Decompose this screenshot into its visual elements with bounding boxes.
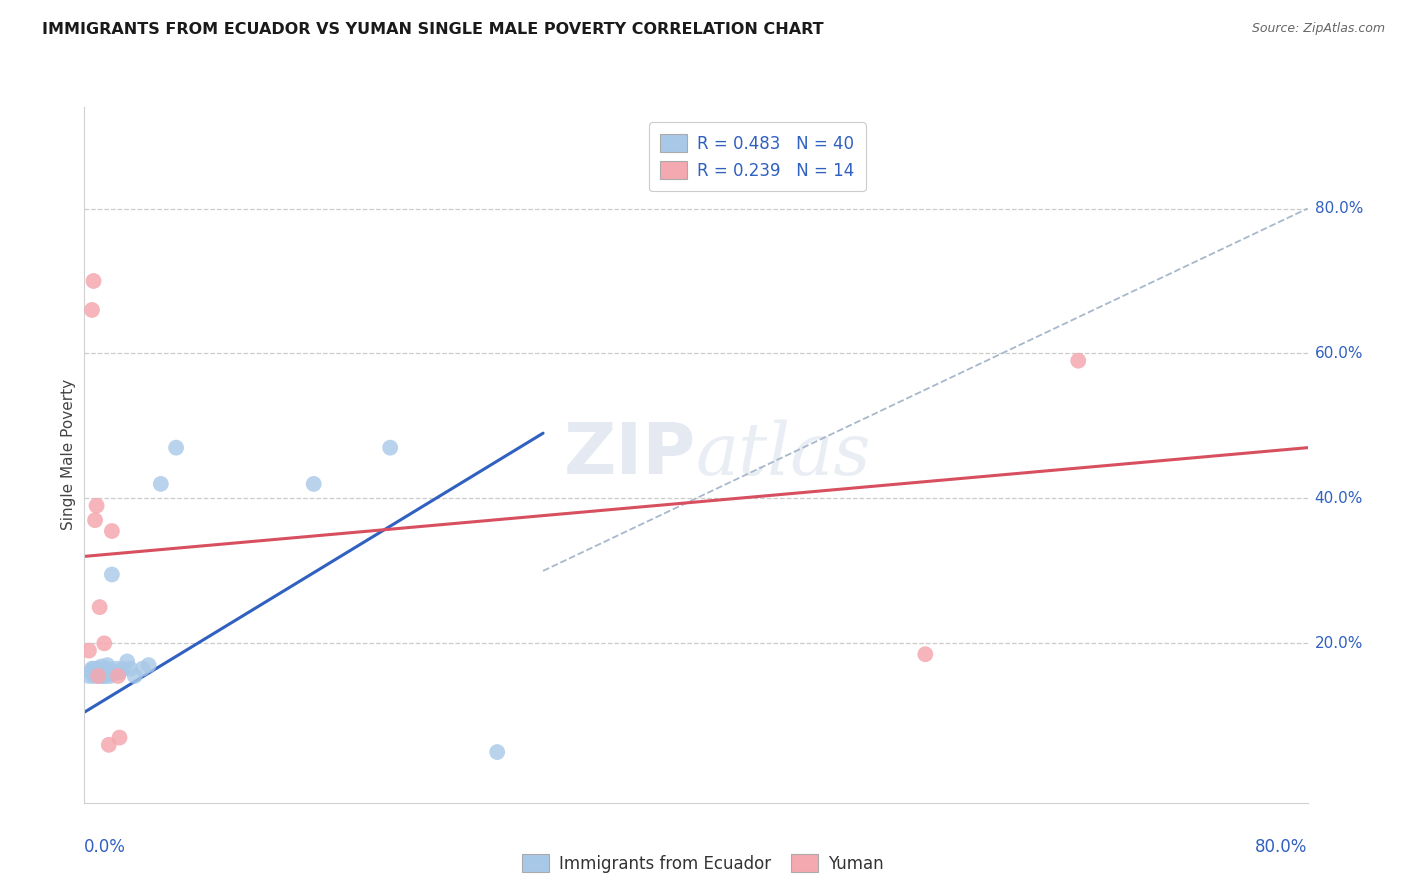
Point xyxy=(77,643,100,657)
Point xyxy=(84,665,107,680)
Point xyxy=(96,662,118,676)
Point xyxy=(120,662,142,676)
Point xyxy=(149,476,172,491)
Text: 60.0%: 60.0% xyxy=(1315,346,1362,361)
Point xyxy=(89,600,111,615)
Point xyxy=(80,662,103,676)
Point xyxy=(93,669,115,683)
Point xyxy=(1067,353,1090,368)
Point xyxy=(302,476,325,491)
Point xyxy=(101,524,124,538)
Point xyxy=(77,669,100,683)
Point xyxy=(86,662,108,676)
Point xyxy=(97,666,120,681)
Point xyxy=(91,664,114,678)
Y-axis label: Single Male Poverty: Single Male Poverty xyxy=(60,379,76,531)
Point xyxy=(83,274,105,288)
Point xyxy=(138,658,160,673)
Point xyxy=(87,669,110,683)
Text: atlas: atlas xyxy=(696,419,872,491)
Point xyxy=(914,647,936,661)
Point xyxy=(86,665,108,680)
Point xyxy=(90,659,112,673)
Text: IMMIGRANTS FROM ECUADOR VS YUMAN SINGLE MALE POVERTY CORRELATION CHART: IMMIGRANTS FROM ECUADOR VS YUMAN SINGLE … xyxy=(42,22,824,37)
Point xyxy=(89,662,111,676)
Point xyxy=(96,658,118,673)
Point xyxy=(87,669,110,683)
Text: 0.0%: 0.0% xyxy=(84,838,127,856)
Point xyxy=(380,441,402,455)
Point xyxy=(101,567,124,582)
Text: ZIP: ZIP xyxy=(564,420,696,490)
Point xyxy=(84,513,107,527)
Point xyxy=(108,731,131,745)
Point xyxy=(90,666,112,681)
Point xyxy=(104,665,127,680)
Point xyxy=(86,499,108,513)
Text: 20.0%: 20.0% xyxy=(1315,636,1362,651)
Point xyxy=(80,302,103,317)
Legend: Immigrants from Ecuador, Yuman: Immigrants from Ecuador, Yuman xyxy=(516,847,890,880)
Legend: R = 0.483   N = 40, R = 0.239   N = 14: R = 0.483 N = 40, R = 0.239 N = 14 xyxy=(648,122,866,191)
Point xyxy=(107,669,129,683)
Point xyxy=(108,665,131,680)
Point xyxy=(87,664,110,678)
Point xyxy=(131,662,153,676)
Point xyxy=(111,662,134,676)
Point xyxy=(105,662,128,676)
Point xyxy=(94,669,117,683)
Point xyxy=(89,669,111,683)
Point xyxy=(97,738,120,752)
Point xyxy=(124,669,146,683)
Point xyxy=(79,665,101,680)
Point xyxy=(486,745,509,759)
Point xyxy=(83,662,105,676)
Point xyxy=(97,664,120,678)
Point xyxy=(98,669,121,683)
Point xyxy=(93,662,115,676)
Point xyxy=(165,441,187,455)
Point xyxy=(83,669,105,683)
Text: Source: ZipAtlas.com: Source: ZipAtlas.com xyxy=(1251,22,1385,36)
Text: 40.0%: 40.0% xyxy=(1315,491,1362,506)
Point xyxy=(94,666,117,681)
Point xyxy=(91,669,114,683)
Point xyxy=(93,636,115,650)
Text: 80.0%: 80.0% xyxy=(1315,201,1362,216)
Point xyxy=(115,655,138,669)
Text: 80.0%: 80.0% xyxy=(1256,838,1308,856)
